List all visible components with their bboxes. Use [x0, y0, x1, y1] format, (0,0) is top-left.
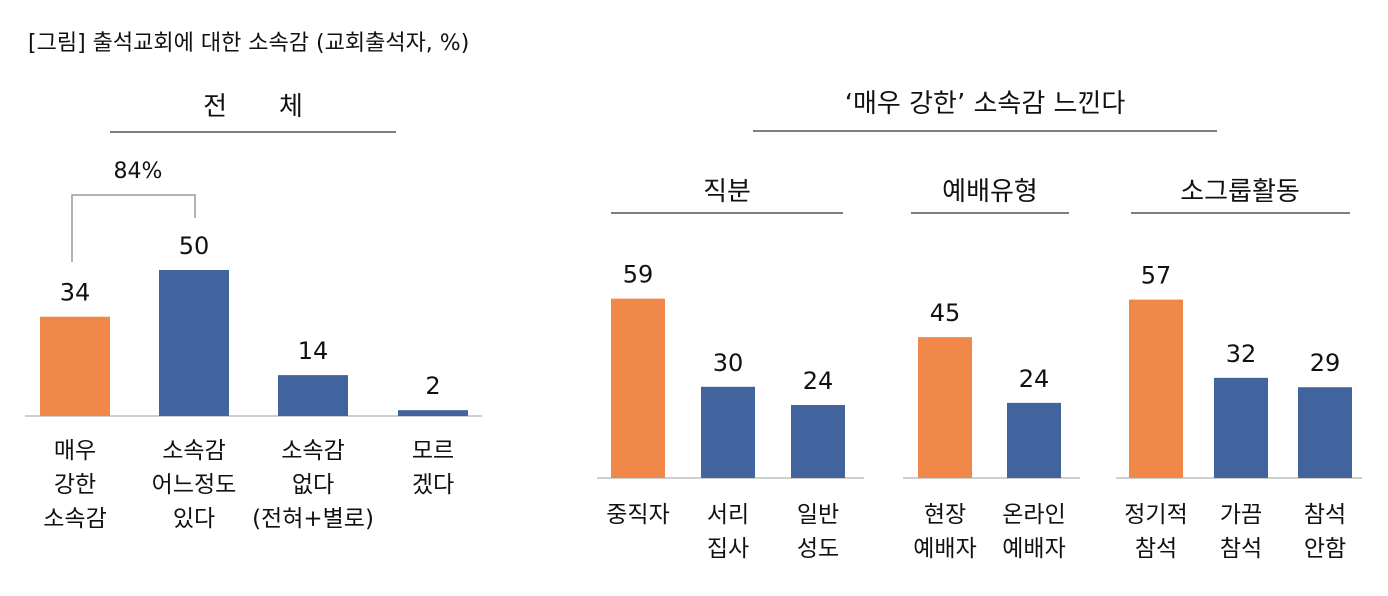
- value-label-overall-3: 2: [425, 372, 440, 400]
- bracket-line: [71, 194, 196, 262]
- category-label-smallgroup-2: 참석 안함: [1304, 502, 1346, 562]
- bar-overall-2: [278, 375, 348, 416]
- value-label-overall-1: 50: [179, 232, 210, 260]
- bar-jikbun-2: [791, 405, 845, 478]
- value-label-jikbun-2: 24: [803, 367, 834, 395]
- value-label-smallgroup-0: 57: [1141, 262, 1172, 290]
- bar-overall-0: [40, 316, 110, 416]
- value-label-jikbun-1: 30: [713, 349, 744, 377]
- category-label-smallgroup-0: 정기적 참석: [1124, 502, 1187, 562]
- bar-smallgroup-1: [1214, 377, 1268, 478]
- value-label-overall-0: 34: [60, 279, 91, 307]
- group-header-worship: 예배유형: [942, 177, 1038, 207]
- category-label-smallgroup-1: 가끔 참석: [1220, 502, 1262, 562]
- category-label-overall-2: 소속감 없다 (전혀+별로): [252, 438, 374, 532]
- right-header: ‘매우 강한’ 소속감 느낀다: [845, 89, 1126, 119]
- category-label-overall-0: 매우 강한 소속감: [43, 438, 106, 532]
- value-label-worship-1: 24: [1019, 365, 1050, 393]
- category-label-worship-1: 온라인 예배자: [1002, 502, 1065, 562]
- category-label-jikbun-0: 중직자: [606, 502, 669, 528]
- value-label-smallgroup-2: 29: [1310, 349, 1341, 377]
- value-label-worship-0: 45: [930, 299, 961, 327]
- bar-smallgroup-0: [1129, 299, 1183, 478]
- value-label-smallgroup-1: 32: [1226, 340, 1257, 368]
- bar-worship-0: [918, 337, 972, 478]
- bar-smallgroup-2: [1298, 387, 1352, 478]
- category-label-jikbun-1: 서리 집사: [707, 502, 749, 562]
- group-header-smallgroup: 소그룹활동: [1180, 177, 1300, 207]
- category-label-overall-1: 소속감 어느정도 있다: [152, 438, 237, 532]
- bars-layer: 34 매우 강한 소속감 50 소속감 어느정도 있다 14 소속감 없다 (전혀+별로) 2 모르 겠다 5…: [40, 232, 1352, 562]
- bar-overall-1: [159, 270, 229, 416]
- figure-title: [그림] 출석교회에 대한 소속감 (교회출석자, %): [28, 31, 469, 56]
- bar-jikbun-1: [701, 386, 755, 478]
- overall-header: 전 체: [203, 92, 303, 122]
- group-header-jikbun: 직분: [703, 177, 751, 207]
- bar-overall-3: [398, 410, 468, 416]
- bar-jikbun-0: [611, 298, 665, 478]
- bar-worship-1: [1007, 402, 1061, 478]
- bracket-label: 84%: [114, 159, 163, 184]
- category-label-overall-3: 모르 겠다: [412, 438, 454, 498]
- value-label-overall-2: 14: [298, 337, 329, 365]
- category-label-worship-0: 현장 예배자: [913, 502, 976, 562]
- value-label-jikbun-0: 59: [623, 261, 654, 289]
- category-label-jikbun-2: 일반 성도: [797, 502, 839, 562]
